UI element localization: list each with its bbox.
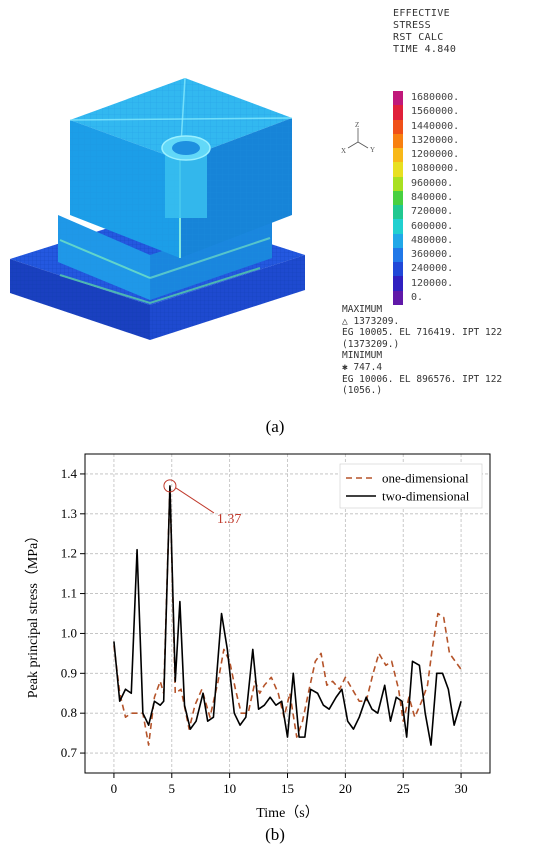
legend-label: one-dimensional — [382, 471, 469, 486]
chart-series — [113, 485, 462, 746]
colorbar-segment — [393, 148, 403, 163]
colorbar-segment — [393, 162, 403, 178]
maximum-value: △ 1373209. — [342, 315, 400, 327]
chart-axes-ticks: 0 5 10 15 20 25 30 0.7 0.8 0.9 1.0 1.1 1.2 1.3 1.4 — [61, 466, 468, 796]
peak-leader-line — [175, 487, 215, 514]
colorbar-segment — [393, 205, 403, 220]
chart-grid — [85, 454, 490, 773]
fe-model-panel: EFFECTIVE STRESS RST CALC TIME 4.840 168… — [0, 0, 550, 410]
colorbar-tick-label: 600000. — [411, 220, 454, 232]
triad-axes-icon: Z X Y — [341, 121, 375, 155]
legend-calc-label: RST CALC — [393, 32, 444, 43]
x-tick-label: 15 — [281, 781, 294, 796]
x-tick-label: 25 — [397, 781, 410, 796]
y-tick-label: 1.1 — [61, 586, 77, 601]
legend-label: two-dimensional — [382, 489, 470, 504]
colorbar-segment — [393, 190, 403, 206]
two-dimensional-series-line — [113, 485, 462, 746]
y-tick-label: 1.3 — [61, 506, 77, 521]
y-tick-label: 1.4 — [61, 466, 78, 481]
y-tick-label: 0.9 — [61, 665, 77, 680]
legend-box — [339, 463, 483, 509]
colorbar-tick-label: 1560000. — [411, 106, 460, 118]
colorbar-segment — [393, 133, 403, 149]
y-tick-label: 1.0 — [61, 625, 77, 640]
contour-colorbar — [393, 91, 403, 306]
x-tick-label: 5 — [169, 781, 176, 796]
colorbar-tick-label: 720000. — [411, 206, 454, 218]
legend-title-line-1: EFFECTIVE — [393, 8, 450, 19]
y-tick-label: 0.7 — [61, 745, 78, 760]
triad-x-label: X — [341, 147, 346, 155]
chart-legend: one-dimensional two-dimensional — [339, 463, 483, 509]
triad-y-label: Y — [370, 146, 375, 154]
peak-value-label: 1.37 — [217, 512, 242, 527]
stress-time-chart: 0 5 10 15 20 25 30 0.7 0.8 0.9 1.0 1.1 1.2 1.3 1.4 1.3… — [25, 453, 491, 821]
fe-model-render — [10, 77, 305, 340]
colorbar-segment — [393, 276, 403, 292]
peak-marker-circle — [163, 479, 177, 493]
colorbar-tick-label: 1200000. — [411, 149, 460, 161]
colorbar-tick-label: 1080000. — [411, 163, 460, 175]
x-tick-label: 10 — [223, 781, 236, 796]
x-tick-label: 0 — [111, 781, 118, 796]
colorbar-tick-label: 1440000. — [411, 120, 460, 132]
colorbar-segment — [393, 247, 403, 263]
colorbar-tick-label: 840000. — [411, 192, 454, 203]
coordinate-triad: Z X Y — [340, 120, 380, 160]
colorbar-segment — [393, 176, 403, 192]
minimum-label: MINIMUM — [342, 350, 383, 362]
legend-time-label: TIME 4.840 — [393, 44, 457, 55]
maximum-label: MAXIMUM — [342, 304, 383, 315]
legend-title-line-2: STRESS — [393, 20, 431, 31]
central-column — [161, 135, 211, 218]
peak-annotation: 1.37 — [163, 479, 242, 527]
panel-a-caption: (a) — [265, 417, 285, 436]
x-tick-label: 20 — [339, 781, 352, 796]
structure-upper-cube — [69, 77, 293, 258]
panel-b-caption: (b) — [265, 825, 285, 844]
colorbar-tick-label: 0. — [411, 291, 424, 303]
colorbar-segment — [393, 262, 403, 277]
maximum-detail: EG 10005. EL 716419. IPT 122 (1373209.) — [342, 327, 503, 350]
colorbar-segment — [393, 105, 403, 121]
y-axis-title: Peak principal stress（MPa） — [25, 529, 41, 699]
x-tick-label: 30 — [455, 781, 468, 796]
colorbar-segment — [393, 91, 403, 106]
colorbar-segment — [393, 119, 403, 135]
contour-legend: EFFECTIVE STRESS RST CALC TIME 4.840 168… — [393, 8, 543, 306]
colorbar-tick-label: 1320000. — [411, 134, 460, 146]
stress-extrema-block: MAXIMUM △ 1373209. EG 10005. EL 716419. … — [342, 304, 547, 397]
colorbar-tick-label: 360000. — [411, 249, 454, 261]
triad-z-label: Z — [355, 121, 359, 129]
colorbar-tick-label: 120000. — [411, 277, 454, 289]
colorbar-segment — [393, 290, 403, 306]
colorbar-segment — [393, 233, 403, 249]
colorbar-segment — [393, 219, 403, 235]
colorbar-tick-label: 480000. — [411, 234, 454, 246]
colorbar-tick-label: 960000. — [411, 177, 454, 189]
y-tick-label: 0.8 — [61, 705, 77, 720]
colorbar-tick-label: 1680000. — [411, 92, 460, 104]
colorbar-tick-label: 240000. — [411, 263, 454, 275]
x-axis-title: Time（s） — [256, 805, 319, 821]
y-tick-label: 1.2 — [61, 546, 77, 561]
minimum-value: ✱ 747.4 — [342, 361, 383, 373]
minimum-detail: EG 10006. EL 896576. IPT 122 (1056.) — [342, 373, 503, 397]
structure-lower-box — [58, 215, 272, 300]
